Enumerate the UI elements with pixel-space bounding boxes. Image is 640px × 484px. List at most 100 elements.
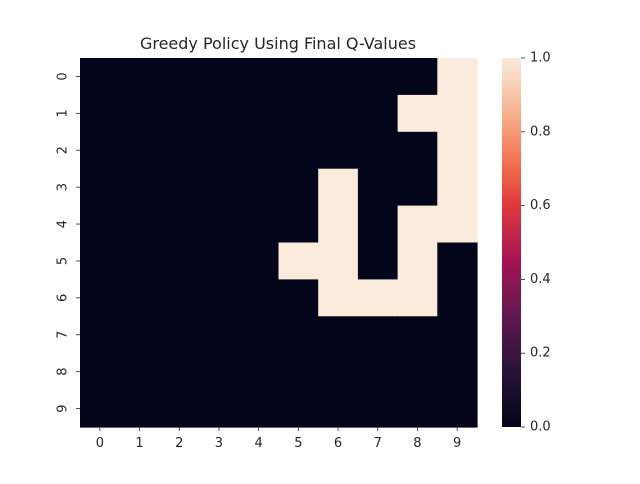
- x-tick-label: 4: [255, 436, 263, 451]
- heatmap-cell: [318, 279, 359, 317]
- heatmap-cell: [357, 390, 399, 428]
- heatmap-cell: [278, 58, 319, 96]
- heatmap-cell: [199, 242, 240, 280]
- chart-title: Greedy Policy Using Final Q-Values: [140, 34, 416, 53]
- heatmap-cell: [199, 58, 240, 96]
- heatmap-cell: [238, 353, 280, 391]
- heatmap-cell: [437, 279, 478, 317]
- heatmap-cell: [397, 94, 438, 133]
- heatmap-cell: [397, 279, 438, 317]
- y-axis-ticks: 0 1 2 3 4 5 6 7 8 9: [56, 72, 80, 413]
- heatmap-cell: [80, 279, 121, 317]
- heatmap-cell: [238, 242, 280, 280]
- colorbar-tick-label: 0.8: [530, 124, 551, 139]
- heatmap-cell: [318, 390, 359, 428]
- heatmap-cell: [397, 316, 438, 354]
- heatmap-cell: [159, 390, 200, 428]
- heatmap-cell: [199, 316, 240, 354]
- x-tick-label: 2: [175, 436, 183, 451]
- heatmap-cell: [199, 279, 240, 317]
- heatmap-cell: [199, 390, 240, 428]
- heatmap-cell: [119, 353, 160, 391]
- heatmap-cell: [357, 205, 399, 244]
- heatmap-cell: [238, 94, 280, 133]
- x-tick-label: 1: [135, 436, 143, 451]
- heatmap-cell: [80, 58, 121, 96]
- heatmap-cell: [437, 58, 478, 96]
- heatmap-cell: [80, 168, 121, 207]
- heatmap-cell: [80, 94, 121, 133]
- heatmap-cell: [119, 205, 160, 244]
- heatmap-cell: [397, 58, 438, 96]
- heatmap-cell: [80, 353, 121, 391]
- heatmap-cell: [437, 205, 478, 244]
- heatmap-cell: [119, 316, 160, 354]
- y-tick-label: 9: [56, 404, 71, 412]
- heatmap-cell: [318, 242, 359, 280]
- heatmap-cell: [318, 168, 359, 207]
- heatmap-cell: [278, 131, 319, 170]
- y-tick-label: 1: [56, 109, 71, 117]
- x-tick-label: 6: [334, 436, 342, 451]
- heatmap-cell: [278, 279, 319, 317]
- heatmap-cell: [357, 353, 399, 391]
- heatmap-cell: [278, 205, 319, 244]
- colorbar-gradient: [502, 58, 521, 427]
- heatmap-cell: [119, 242, 160, 280]
- heatmap-cell: [238, 58, 280, 96]
- heatmap-cell: [437, 131, 478, 170]
- y-tick-label: 0: [56, 72, 71, 80]
- heatmap-cell: [318, 58, 359, 96]
- y-tick-label: 8: [56, 368, 71, 376]
- y-tick-label: 3: [56, 183, 71, 191]
- heatmap-cell: [199, 168, 240, 207]
- heatmap-cell: [238, 168, 280, 207]
- heatmap-cell: [159, 58, 200, 96]
- heatmap-cell: [159, 168, 200, 207]
- heatmap-cell: [159, 279, 200, 317]
- heatmap-cell: [357, 168, 399, 207]
- heatmap-cell: [318, 353, 359, 391]
- heatmap-cell: [238, 390, 280, 428]
- heatmap-cell: [238, 131, 280, 170]
- heatmap-cell: [159, 205, 200, 244]
- x-axis-ticks: 0 1 2 3 4 5 6 7 8 9: [96, 427, 461, 451]
- heatmap-cell: [397, 168, 438, 207]
- y-tick-label: 4: [56, 220, 71, 228]
- y-tick-label: 5: [56, 257, 71, 265]
- heatmap-cell: [199, 205, 240, 244]
- heatmap-cell: [199, 353, 240, 391]
- heatmap-cell: [278, 390, 319, 428]
- colorbar: 0.0 0.2 0.4 0.6 0.8 1.0: [502, 51, 551, 435]
- x-tick-label: 0: [96, 436, 104, 451]
- heatmap-cell: [119, 390, 160, 428]
- heatmap-cell: [159, 242, 200, 280]
- heatmap-cells: [80, 58, 478, 428]
- heatmap-cell: [238, 279, 280, 317]
- heatmap-cell: [357, 58, 399, 96]
- x-tick-label: 7: [374, 436, 382, 451]
- x-tick-label: 3: [215, 436, 223, 451]
- heatmap-cell: [119, 94, 160, 133]
- heatmap-cell: [397, 205, 438, 244]
- heatmap-cell: [437, 316, 478, 354]
- x-tick-label: 8: [413, 436, 421, 451]
- heatmap-cell: [80, 390, 121, 428]
- heatmap-cell: [238, 205, 280, 244]
- heatmap-cell: [357, 242, 399, 280]
- heatmap-cell: [318, 131, 359, 170]
- heatmap-cell: [199, 131, 240, 170]
- heatmap-cell: [437, 242, 478, 280]
- heatmap-cell: [437, 168, 478, 207]
- heatmap-cell: [397, 131, 438, 170]
- heatmap-cell: [278, 353, 319, 391]
- y-tick-label: 2: [56, 146, 71, 154]
- heatmap-cell: [80, 242, 121, 280]
- y-tick-label: 6: [56, 294, 71, 302]
- heatmap-cell: [278, 316, 319, 354]
- heatmap-cell: [357, 94, 399, 133]
- colorbar-tick-label: 0.0: [530, 420, 551, 435]
- heatmap-cell: [397, 353, 438, 391]
- colorbar-tick-label: 1.0: [530, 51, 551, 66]
